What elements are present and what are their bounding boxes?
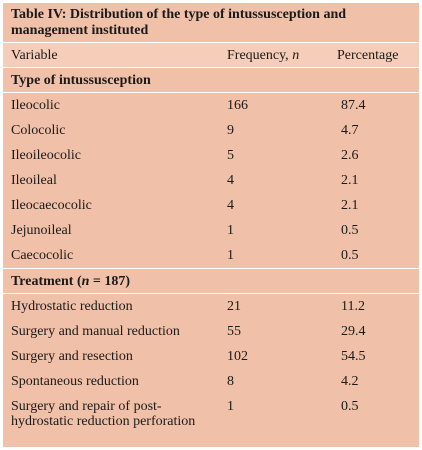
cell-variable: Hydrostatic reduction	[11, 299, 133, 314]
header-percentage: Percentage	[337, 48, 399, 63]
cell-percentage: 11.2	[341, 299, 365, 314]
treatment-title-n: n	[81, 274, 90, 289]
data-table: Table IV: Distribution of the type of in…	[3, 3, 419, 447]
cell-percentage: 4.7	[341, 123, 359, 138]
cell-variable: Surgery and repair of post-hydrostatic r…	[11, 399, 196, 429]
cell-variable: Colocolic	[11, 123, 66, 138]
cell-frequency: 21	[227, 299, 241, 314]
cell-frequency: 55	[227, 324, 241, 339]
cell-variable: Ileocolic	[11, 98, 60, 113]
cell-variable: Caecocolic	[11, 248, 74, 263]
cell-frequency: 4	[227, 198, 234, 213]
cell-frequency: 4	[227, 173, 234, 188]
cell-frequency: 102	[227, 349, 248, 364]
cell-percentage: 4.2	[341, 374, 359, 389]
table-header-row: Variable Frequency, n Percentage	[3, 42, 419, 68]
cell-frequency: 166	[227, 98, 248, 113]
cell-frequency: 5	[227, 148, 234, 163]
cell-frequency: 1	[227, 248, 234, 263]
cell-frequency: 8	[227, 374, 234, 389]
cell-variable: Ileoileocolic	[11, 148, 81, 163]
section-title-type: Type of intussusception	[3, 68, 419, 93]
section-title-treatment: Treatment (n = 187)	[3, 268, 419, 294]
header-variable: Variable	[11, 48, 58, 63]
table-row: Surgery and repair of post-hydrostatic r…	[3, 394, 419, 444]
table-row: Colocolic 9 4.7	[3, 118, 419, 143]
cell-percentage: 2.6	[341, 148, 359, 163]
cell-percentage: 54.5	[341, 349, 366, 364]
table-row: Hydrostatic reduction 21 11.2	[3, 294, 419, 319]
cell-frequency: 1	[227, 223, 234, 238]
table-row: Caecocolic 1 0.5	[3, 243, 419, 268]
table-row: Spontaneous reduction 8 4.2	[3, 369, 419, 394]
cell-variable: Ileocaecocolic	[11, 198, 92, 213]
cell-percentage: 0.5	[341, 223, 359, 238]
table-row: Ileoileal 4 2.1	[3, 168, 419, 193]
header-frequency: Frequency, n	[227, 48, 299, 64]
cell-variable: Surgery and manual reduction	[11, 324, 180, 339]
cell-variable: Spontaneous reduction	[11, 374, 139, 389]
table-caption: Table IV: Distribution of the type of in…	[3, 3, 419, 42]
treatment-title-suffix: = 187)	[89, 274, 131, 289]
cell-frequency: 1	[227, 399, 234, 414]
cell-percentage: 0.5	[341, 248, 359, 263]
cell-frequency: 9	[227, 123, 234, 138]
section-title-type-text: Type of intussusception	[11, 73, 151, 88]
table-row: Ileocaecocolic 4 2.1	[3, 193, 419, 218]
cell-percentage: 2.1	[341, 198, 359, 213]
cell-percentage: 29.4	[341, 324, 366, 339]
cell-percentage: 87.4	[341, 98, 366, 113]
table-row: Jejunoileal 1 0.5	[3, 218, 419, 243]
treatment-title-prefix: Treatment (	[11, 274, 82, 289]
header-frequency-label: Frequency,	[227, 48, 293, 63]
table-row: Ileoileocolic 5 2.6	[3, 143, 419, 168]
header-frequency-n: n	[292, 48, 300, 63]
cell-variable: Surgery and resection	[11, 349, 133, 364]
table-row: Surgery and resection 102 54.5	[3, 344, 419, 369]
cell-percentage: 0.5	[341, 399, 359, 414]
table-row: Ileocolic 166 87.4	[3, 93, 419, 118]
cell-variable: Ileoileal	[11, 173, 57, 188]
section-title-treatment-text: Treatment (n = 187)	[11, 274, 221, 289]
table-row: Surgery and manual reduction 55 29.4	[3, 319, 419, 344]
cell-variable: Jejunoileal	[11, 223, 72, 238]
cell-percentage: 2.1	[341, 173, 359, 188]
